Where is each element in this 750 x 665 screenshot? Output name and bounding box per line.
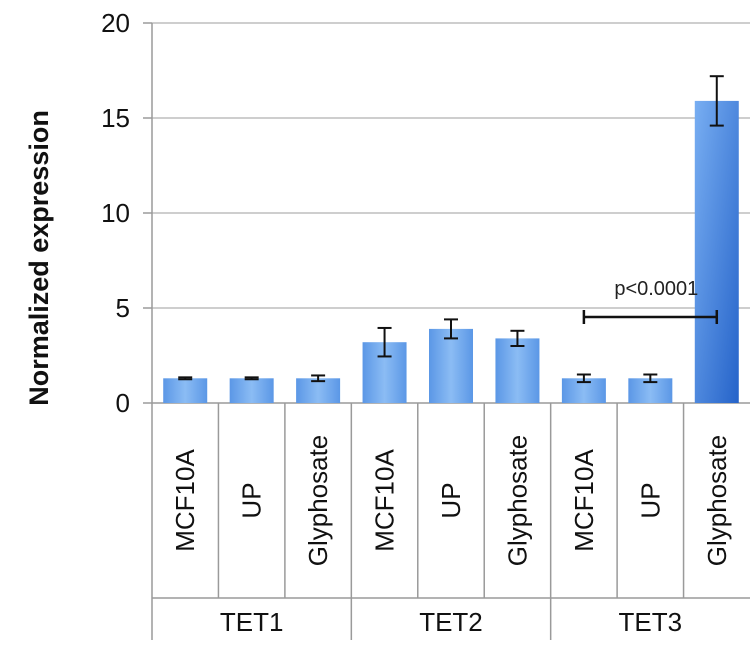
- bar-2: [296, 378, 341, 403]
- gridlines: [152, 22, 750, 309]
- error-bar-3: [377, 326, 392, 358]
- y-tick-label-5: 5: [116, 293, 130, 323]
- bar-1: [229, 378, 274, 403]
- y-tick-label-0: 0: [116, 388, 130, 418]
- bar-4: [429, 328, 473, 403]
- error-bar-5: [510, 329, 525, 347]
- category-label-2: Glyphosate: [303, 435, 333, 567]
- error-bar-2: [311, 374, 326, 383]
- category-label-5: Glyphosate: [502, 435, 532, 567]
- labels: 0 5 10 15 20 MCF10A UP Glyphosate MCF10A UP Glypho…: [101, 8, 732, 637]
- error-bar-6: [576, 373, 591, 384]
- category-label-6: MCF10A: [569, 449, 599, 552]
- y-tick-label-10: 10: [101, 198, 130, 228]
- y-tick-label-20: 20: [101, 8, 130, 38]
- category-label-3: MCF10A: [370, 449, 400, 552]
- significance-bracket: [582, 310, 719, 324]
- bars: [163, 75, 739, 404]
- group-label-1: TET2: [419, 607, 483, 637]
- error-bar-7: [643, 373, 658, 384]
- group-label-2: TET3: [619, 607, 683, 637]
- y-tick-label-15: 15: [101, 103, 130, 133]
- y-axis-label: Normalized expression: [24, 110, 54, 406]
- error-bar-0: [178, 376, 193, 381]
- error-bar-4: [444, 318, 458, 340]
- p-value-label: p<0.0001: [614, 278, 698, 300]
- bar-0: [163, 378, 208, 403]
- error-bar-1: [244, 376, 259, 381]
- category-label-0: MCF10A: [170, 449, 200, 552]
- group-label-0: TET1: [220, 607, 284, 637]
- bar-5: [495, 338, 540, 403]
- category-label-8: Glyphosate: [702, 435, 732, 567]
- category-label-1: UP: [237, 482, 267, 518]
- category-label-4: UP: [436, 482, 466, 518]
- error-bar-8: [709, 75, 724, 127]
- category-label-7: UP: [635, 482, 665, 518]
- bar-8: [694, 100, 739, 404]
